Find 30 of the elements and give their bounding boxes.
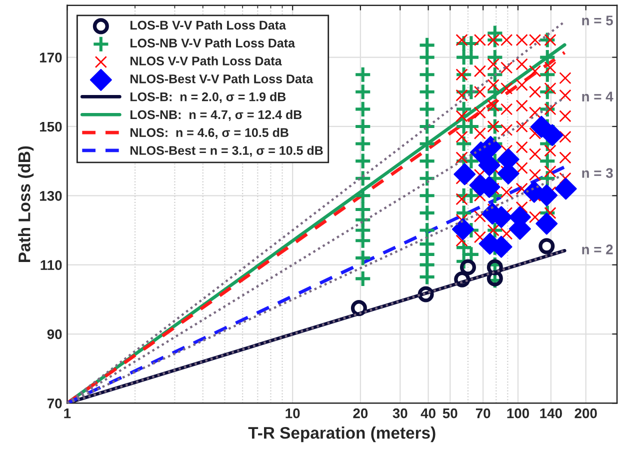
legend-label: LOS-NB V-V Path Loss Data: [130, 38, 296, 48]
legend-label: LOS-B V-V Path Loss Data: [130, 20, 286, 30]
y-tick-label: 70: [47, 398, 62, 408]
legend-label: LOS-B: n = 2.0, σ = 1.9 dB: [130, 92, 286, 104]
y-tick-label: 150: [40, 122, 62, 132]
x-tick-label: 50: [442, 408, 458, 418]
x-tick-label: 30: [392, 408, 408, 418]
legend-label: NLOS-Best = n = 3.1, σ = 10.5 dB: [130, 146, 323, 157]
y-axis-title: Path Loss (dB): [18, 146, 34, 262]
legend-label: NLOS V-V Path Loss Data: [130, 56, 282, 66]
x-tick-label: 40: [420, 408, 436, 418]
x-tick-label: 1: [64, 408, 71, 418]
x-axis-title: T-R Separation (meters): [248, 426, 436, 442]
y-tick-label: 110: [40, 260, 62, 270]
y-tick-label: 90: [47, 329, 62, 340]
legend-label: NLOS: n = 4.6, σ = 10.5 dB: [130, 128, 288, 139]
x-tick-label: 70: [476, 408, 490, 418]
legend-label: NLOS-Best V-V Path Loss Data: [130, 74, 314, 84]
x-tick-label: 140: [540, 408, 562, 418]
x-tick-label: 200: [574, 408, 597, 418]
legend-label: LOS-NB: n = 4.7, σ = 12.4 dB: [130, 110, 302, 121]
x-tick-label: 10: [286, 408, 300, 418]
x-tick-label: 100: [507, 408, 530, 418]
series-label: n = 3: [582, 168, 613, 178]
series-label: n = 2: [582, 244, 613, 254]
y-tick-label: 130: [40, 190, 62, 201]
x-tick-label: 20: [353, 408, 368, 418]
y-tick-label: 170: [40, 52, 62, 62]
series-label: n = 5: [582, 16, 613, 26]
series-label: n = 4: [582, 92, 614, 102]
